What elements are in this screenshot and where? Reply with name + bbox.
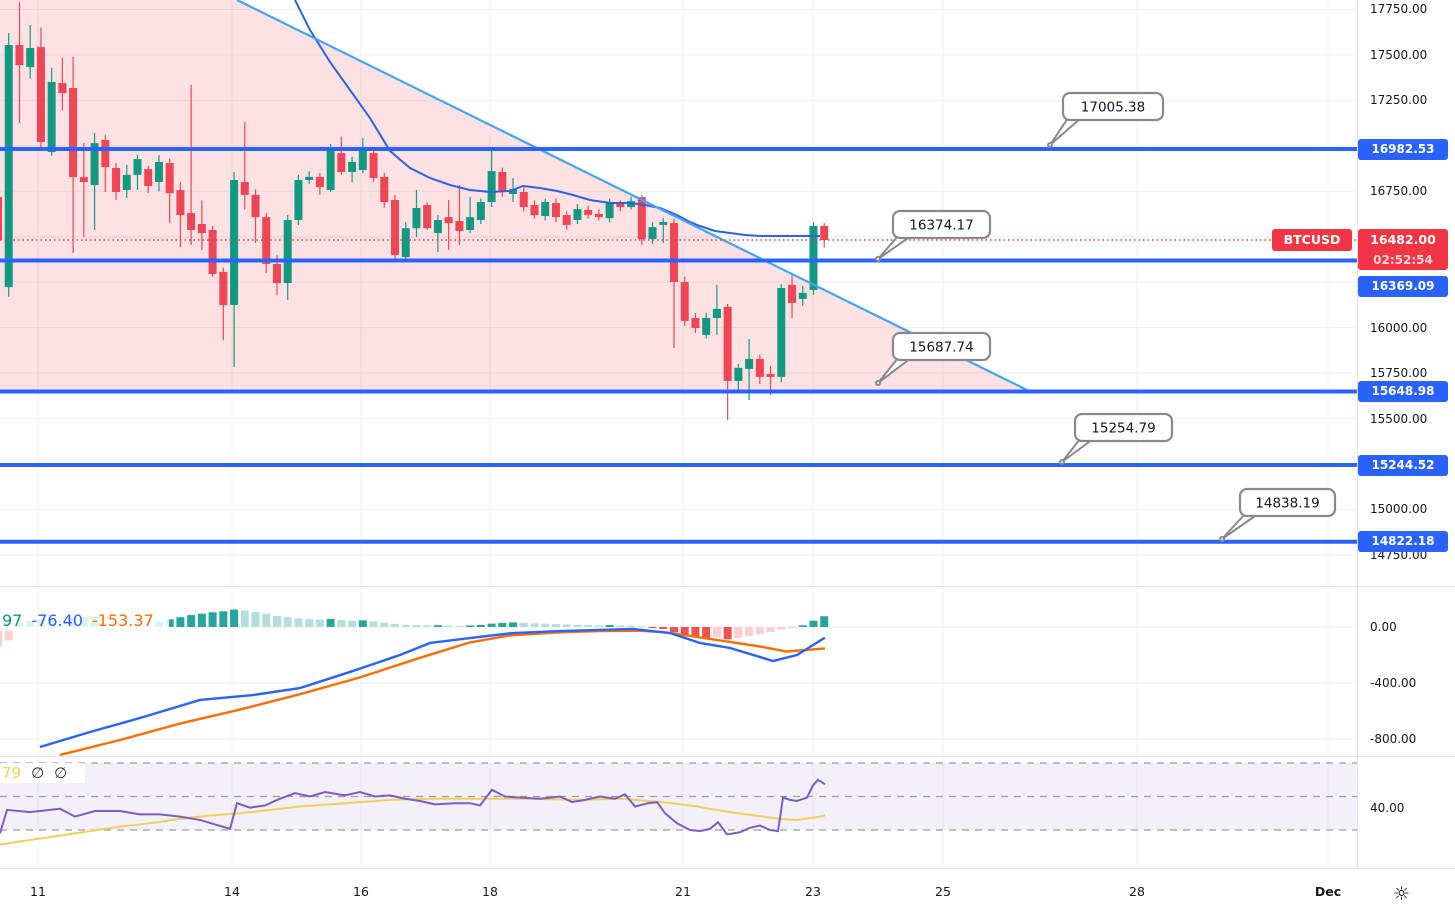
stoch-pane-canvas[interactable] — [0, 757, 1357, 868]
stoch-null-value-2: ∅ — [54, 764, 68, 782]
macd-axis-tick: -800.00 — [1370, 732, 1417, 746]
macd-histogram-value: 97 — [2, 611, 23, 630]
bar-countdown-badge: 02:52:54 — [1358, 251, 1448, 270]
time-axis-tick-11: 11 — [30, 884, 46, 899]
price-axis-tick: 16000.00 — [1370, 320, 1428, 335]
price-axis-border — [1357, 0, 1358, 868]
price-callout[interactable]: 17005.38 — [1047, 91, 1165, 148]
macd-line-value: -76.40 — [31, 611, 83, 630]
macd-pane-canvas[interactable] — [0, 587, 1357, 757]
price-level-badge[interactable]: 15648.98 — [1358, 380, 1448, 402]
svg-text:15254.79: 15254.79 — [1091, 421, 1155, 437]
price-callout[interactable]: 16374.17 — [875, 209, 992, 262]
svg-text:15687.74: 15687.74 — [909, 340, 973, 356]
time-axis-tick-25: 25 — [935, 884, 951, 899]
price-axis-tick: 17500.00 — [1370, 47, 1428, 62]
stoch-null-value-1: ∅ — [31, 764, 45, 782]
time-axis-border — [0, 868, 1455, 869]
stoch-d-line — [0, 797, 826, 846]
time-axis-tick-14: 14 — [224, 884, 240, 899]
price-callout[interactable]: 14838.19 — [1219, 487, 1337, 542]
time-axis-tick-21: 21 — [675, 884, 691, 899]
candlesticks — [0, 2, 829, 421]
macd-value-labels: 97 -76.40 -153.37 — [0, 610, 169, 631]
stoch-value-labels: 79 ∅ ∅ — [0, 763, 86, 783]
svg-text:17005.38: 17005.38 — [1081, 100, 1145, 116]
stoch-k-value: 79 — [2, 764, 22, 782]
descending-trendline[interactable] — [236, 0, 1031, 393]
time-axis-tick-18: 18 — [482, 884, 498, 899]
descending-wedge-pattern-fill[interactable] — [0, 0, 1030, 392]
price-axis-tick: 15000.00 — [1370, 502, 1428, 517]
macd-signal-line — [59, 629, 826, 757]
stoch-k-line — [0, 778, 826, 836]
macd-grid — [0, 587, 1357, 757]
price-axis-tick: 15500.00 — [1370, 411, 1428, 426]
svg-text:14838.19: 14838.19 — [1255, 496, 1319, 512]
grid — [0, 0, 1357, 586]
price-axis-tick: 16750.00 — [1370, 184, 1428, 199]
support-resistance-lines[interactable] — [0, 147, 1357, 544]
price-level-badge[interactable]: 16982.53 — [1358, 138, 1448, 160]
time-axis-tick-28: 28 — [1129, 884, 1145, 899]
macd-signal-value: -153.37 — [91, 611, 154, 630]
price-callout[interactable]: 15687.74 — [875, 331, 992, 386]
pane-separator-stoch[interactable] — [0, 756, 1455, 757]
moving-average-line[interactable] — [294, 0, 820, 237]
price-callouts[interactable]: 17005.38 16374.17 15687.74 15254.79 14838.19 — [875, 91, 1337, 542]
price-pane-canvas[interactable]: 17005.38 16374.17 15687.74 15254.79 14838.19 — [0, 0, 1357, 586]
macd-axis-tick: -400.00 — [1370, 676, 1417, 690]
price-level-badge[interactable]: 16369.09 — [1358, 276, 1448, 297]
macd-line — [39, 627, 826, 749]
pane-separator-macd[interactable] — [0, 586, 1455, 587]
theme-toggle-icon[interactable]: ☼ — [1393, 883, 1411, 905]
last-price-badge[interactable]: 16482.00 — [1358, 229, 1448, 251]
time-axis-tick-23: 23 — [805, 884, 821, 899]
stoch-axis-tick: 40.00 — [1370, 800, 1405, 815]
price-axis-tick: 15750.00 — [1370, 366, 1428, 381]
price-callout[interactable]: 15254.79 — [1059, 412, 1174, 465]
macd-axis-tick: 0.00 — [1370, 620, 1397, 634]
time-axis-tick-Dec: Dec — [1314, 884, 1342, 899]
price-axis-tick: 17750.00 — [1370, 2, 1428, 17]
price-level-badge[interactable]: 15244.52 — [1358, 454, 1448, 476]
price-axis-tick: 17250.00 — [1370, 93, 1428, 108]
symbol-label-tag: BTCUSD — [1272, 229, 1352, 251]
time-axis-tick-16: 16 — [353, 884, 369, 899]
price-level-badge[interactable]: 14822.18 — [1358, 531, 1448, 553]
svg-text:16374.17: 16374.17 — [909, 218, 973, 234]
